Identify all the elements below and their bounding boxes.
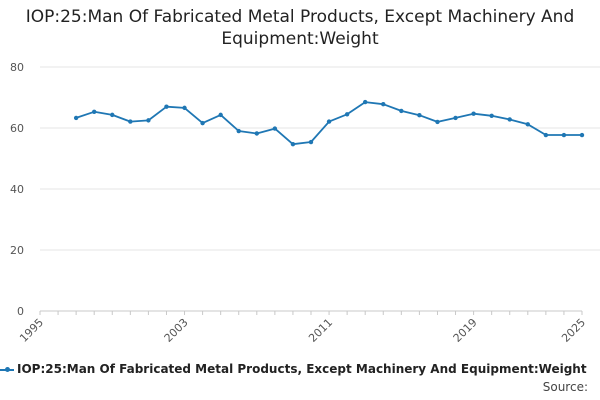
y-tick-label: 0 (17, 305, 24, 318)
data-point[interactable] (471, 111, 476, 116)
data-point[interactable] (344, 112, 350, 117)
legend-swatch-icon (0, 366, 14, 374)
y-tick-labels: 0 20 40 60 80 (10, 61, 24, 318)
data-point[interactable] (236, 128, 241, 134)
data-point[interactable] (543, 132, 549, 138)
data-point[interactable] (579, 132, 585, 138)
data-point[interactable] (417, 112, 422, 118)
y-tick-label: 80 (10, 61, 24, 74)
data-point[interactable] (308, 139, 314, 145)
data-point[interactable] (146, 118, 151, 123)
data-point[interactable] (326, 119, 332, 124)
gridlines (40, 66, 600, 251)
x-tick-label: 1995 (17, 316, 46, 345)
data-point[interactable] (561, 132, 567, 138)
data-point[interactable] (182, 105, 187, 111)
chart-title: IOP:25:Man Of Fabricated Metal Products,… (25, 7, 575, 49)
data-point[interactable] (128, 119, 133, 124)
x-tick-labels: 1995 2003 2011 2019 2025 (17, 316, 588, 345)
legend-series-label: IOP:25:Man Of Fabricated Metal Products,… (17, 362, 587, 376)
data-point[interactable] (164, 104, 169, 109)
x-tick-label: 2011 (306, 316, 335, 345)
data-point[interactable] (110, 112, 115, 118)
data-point[interactable] (381, 102, 386, 107)
data-point[interactable] (272, 126, 278, 131)
series (73, 99, 585, 147)
y-tick-label: 60 (10, 122, 24, 135)
source-label: Source: (542, 380, 588, 394)
data-point[interactable] (363, 99, 368, 105)
x-tick-label: 2019 (451, 316, 480, 345)
data-point[interactable] (489, 113, 494, 119)
data-point[interactable] (435, 119, 440, 125)
data-point[interactable] (290, 141, 296, 147)
y-tick-label: 20 (10, 244, 24, 257)
data-point[interactable] (453, 115, 458, 121)
data-point[interactable] (525, 122, 530, 127)
x-tick-label: 2025 (559, 316, 588, 345)
data-point[interactable] (218, 112, 223, 118)
y-tick-label: 40 (10, 183, 24, 196)
data-point[interactable] (399, 108, 404, 114)
data-point[interactable] (73, 115, 79, 121)
axes (39, 310, 583, 315)
x-tick-label: 2003 (162, 316, 191, 345)
data-point[interactable] (254, 131, 259, 136)
data-point[interactable] (507, 117, 512, 122)
data-point[interactable] (92, 109, 97, 115)
data-point[interactable] (200, 120, 205, 126)
legend[interactable]: IOP:25:Man Of Fabricated Metal Products,… (0, 362, 600, 376)
